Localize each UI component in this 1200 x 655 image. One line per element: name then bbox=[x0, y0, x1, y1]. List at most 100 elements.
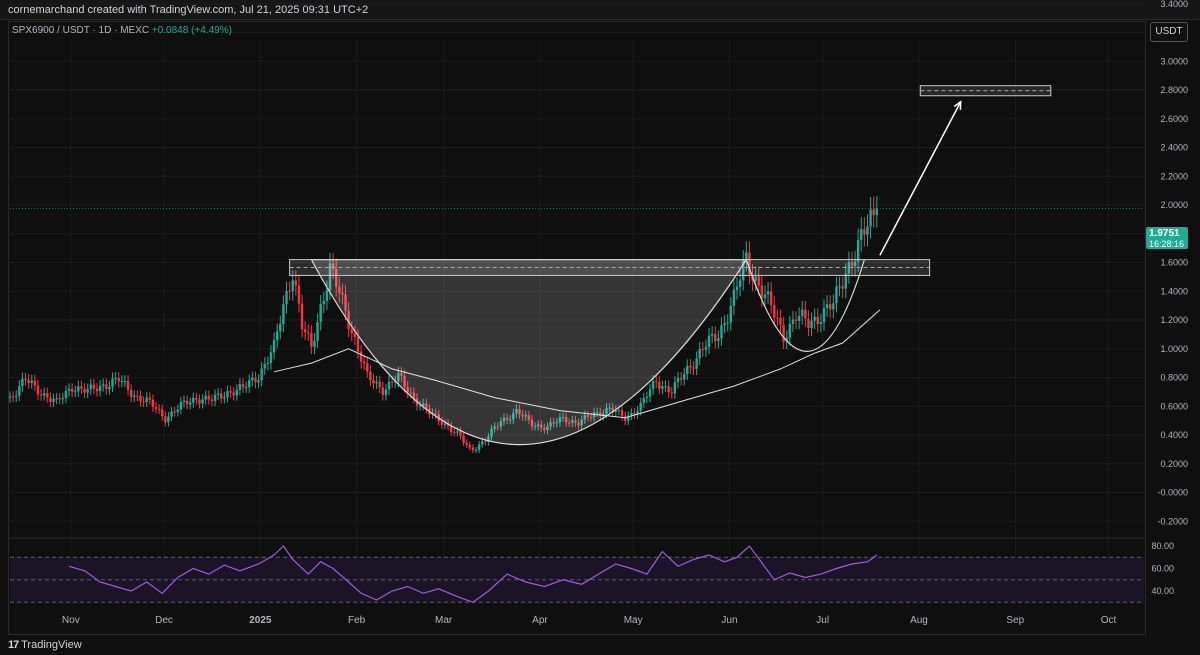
candle bbox=[151, 399, 155, 408]
x-tick-label: Sep bbox=[1006, 615, 1024, 626]
tradingview-logo-icon[interactable]: 17 bbox=[8, 639, 19, 651]
candle bbox=[232, 392, 235, 396]
chart-panel[interactable] bbox=[8, 21, 1146, 635]
candle bbox=[794, 319, 798, 321]
candle bbox=[860, 229, 863, 240]
candle bbox=[829, 304, 832, 310]
candle bbox=[468, 444, 472, 448]
y-tick-label: 1.2000 bbox=[1160, 315, 1188, 325]
symbol-info[interactable]: SPX6900 / USDT · 1D · MEXC +0.0848 (+4.4… bbox=[12, 25, 232, 36]
candle bbox=[297, 285, 301, 304]
candle bbox=[244, 387, 248, 389]
candle bbox=[111, 378, 114, 387]
candle bbox=[866, 226, 869, 235]
candle bbox=[630, 412, 633, 416]
candle bbox=[701, 348, 705, 350]
candle bbox=[251, 377, 254, 381]
candle bbox=[816, 316, 819, 325]
y-tick-label: 3.4000 bbox=[1160, 0, 1188, 9]
candle bbox=[300, 303, 304, 330]
candle bbox=[586, 415, 590, 418]
candle bbox=[114, 378, 117, 380]
candle bbox=[549, 422, 552, 427]
candle bbox=[664, 386, 667, 388]
candle bbox=[745, 252, 748, 261]
candle bbox=[372, 380, 375, 384]
candle bbox=[269, 352, 273, 363]
candle bbox=[487, 436, 490, 443]
moving-average-line bbox=[273, 309, 881, 419]
candle bbox=[459, 431, 462, 436]
y-tick-label: 2.4000 bbox=[1160, 143, 1188, 153]
handle-pattern bbox=[745, 259, 865, 352]
candle bbox=[658, 381, 661, 389]
candle bbox=[801, 309, 804, 316]
candle bbox=[409, 392, 412, 394]
candle bbox=[39, 394, 43, 396]
candle bbox=[558, 417, 562, 423]
candle bbox=[710, 333, 714, 336]
candle bbox=[319, 304, 322, 323]
candle bbox=[465, 442, 468, 445]
candle bbox=[729, 305, 732, 323]
candle bbox=[216, 393, 220, 395]
candle bbox=[136, 395, 139, 397]
candle bbox=[356, 337, 360, 352]
candle bbox=[742, 260, 745, 281]
candle bbox=[359, 351, 363, 362]
candle bbox=[782, 324, 785, 342]
candle bbox=[353, 333, 357, 338]
candle bbox=[515, 409, 518, 414]
candle bbox=[192, 397, 195, 403]
candle bbox=[294, 280, 298, 286]
candle bbox=[512, 413, 515, 420]
x-tick-label: 2025 bbox=[249, 615, 272, 626]
x-tick-label: Dec bbox=[155, 615, 173, 626]
y-tick-label: 3.0000 bbox=[1160, 56, 1188, 66]
candle bbox=[673, 382, 677, 394]
candle bbox=[108, 386, 111, 390]
y-tick-label: 1.0000 bbox=[1160, 344, 1188, 354]
candle bbox=[400, 373, 403, 376]
candle bbox=[89, 384, 92, 390]
candle bbox=[30, 380, 33, 383]
candle bbox=[449, 426, 453, 433]
candle bbox=[229, 391, 232, 393]
y-tick-label: 2.8000 bbox=[1160, 85, 1188, 95]
candle bbox=[188, 402, 192, 405]
candle bbox=[11, 396, 15, 398]
candle bbox=[676, 377, 680, 383]
candle bbox=[403, 375, 406, 387]
candle bbox=[481, 441, 484, 445]
candle bbox=[272, 340, 276, 353]
x-tick-label: Oct bbox=[1101, 615, 1117, 626]
x-tick-label: Apr bbox=[532, 615, 548, 626]
candle bbox=[543, 427, 546, 430]
candle bbox=[757, 276, 760, 286]
candle bbox=[524, 415, 527, 417]
candle bbox=[105, 384, 108, 390]
candle bbox=[564, 416, 568, 423]
candle bbox=[381, 387, 385, 396]
brand-name[interactable]: TradingView bbox=[21, 639, 82, 651]
candle bbox=[490, 428, 493, 437]
candle bbox=[74, 391, 77, 393]
candle bbox=[335, 268, 338, 287]
currency-button[interactable]: USDT bbox=[1150, 22, 1188, 42]
candle bbox=[707, 335, 711, 347]
candle bbox=[282, 304, 285, 325]
candle bbox=[129, 389, 133, 397]
candle bbox=[791, 319, 795, 324]
candle bbox=[170, 411, 173, 417]
y-tick-label: 0.2000 bbox=[1160, 459, 1188, 469]
candle bbox=[788, 323, 792, 338]
candle bbox=[288, 291, 291, 293]
candle bbox=[235, 389, 238, 396]
x-tick-label: Nov bbox=[62, 615, 80, 626]
candle bbox=[704, 346, 708, 350]
candle bbox=[157, 408, 161, 410]
candle bbox=[67, 388, 71, 391]
candle bbox=[717, 338, 720, 342]
rsi-tick-label: 60.00 bbox=[1151, 564, 1174, 574]
